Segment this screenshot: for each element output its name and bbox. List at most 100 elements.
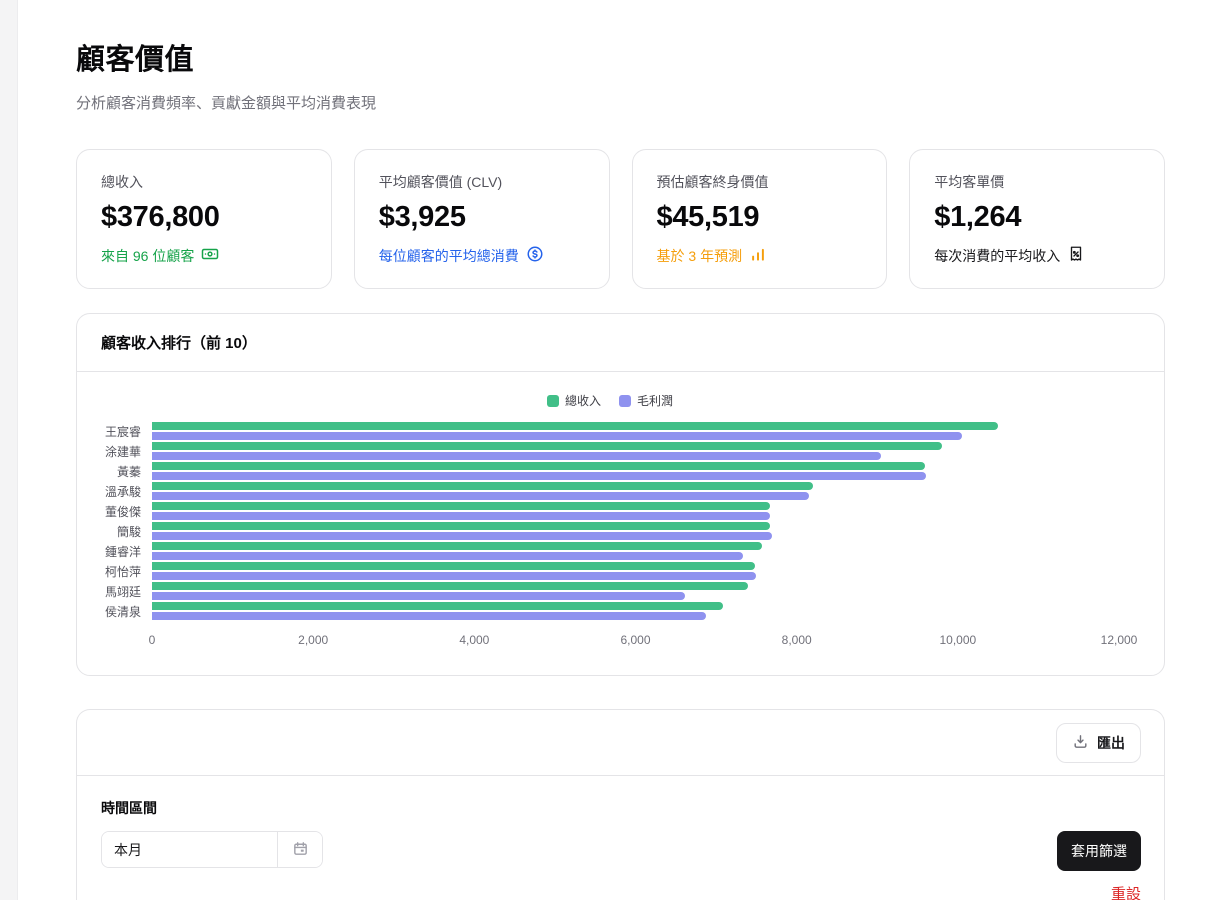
- export-button[interactable]: 匯出: [1056, 722, 1141, 763]
- dollar-circle-icon: [526, 245, 544, 266]
- category-label: 侯清泉: [104, 604, 141, 619]
- left-edge-strip: [0, 0, 18, 900]
- filter-row: 套用篩選 重設: [101, 831, 1141, 900]
- calendar-icon: [292, 840, 309, 860]
- legend-item: 總收入: [546, 392, 601, 409]
- stat-value: $1,264: [934, 201, 1022, 233]
- bar: [152, 572, 756, 580]
- apply-filters-button[interactable]: 套用篩選: [1057, 831, 1141, 871]
- bar: [152, 522, 771, 530]
- bar-group: [152, 462, 1119, 480]
- bar: [152, 612, 706, 620]
- stat-label: 總收入: [101, 174, 143, 190]
- stat-subtext: 基於 3 年預測: [657, 245, 863, 266]
- bar-group: [152, 602, 1119, 620]
- stat-subtext-label: 每位顧客的平均總消費: [378, 247, 519, 264]
- x-axis-ticks: 0 2,000 4,000 6,000 8,000 10,000 12,000: [149, 633, 1138, 649]
- page-subtitle: 分析顧客消費頻率、貢獻金額與平均消費表現: [76, 95, 377, 112]
- category-label: 溫承駿: [104, 484, 141, 499]
- chart-row: 溫承駿: [101, 481, 1119, 501]
- chart-row: 鍾睿洋: [101, 541, 1119, 561]
- x-axis-tick-label: 8,000: [781, 633, 812, 647]
- download-icon: [1072, 733, 1089, 753]
- legend-item: 毛利潤: [619, 392, 673, 409]
- category-label: 鍾睿洋: [104, 544, 141, 559]
- bar: [152, 452, 882, 460]
- chart-rows: 王宸睿涂建華黃蓁溫承駿董俊傑簡駿鍾睿洋柯怡萍馬翊廷侯清泉: [101, 421, 1119, 621]
- stat-label: 平均顧客價值 (CLV): [378, 174, 503, 190]
- category-label: 董俊傑: [104, 504, 141, 519]
- bar: [152, 582, 749, 590]
- legend-swatch: [546, 394, 559, 407]
- category-label: 簡駿: [116, 524, 141, 539]
- chart-row: 王宸睿: [101, 421, 1119, 441]
- x-axis-tick-label: 4,000: [459, 633, 490, 647]
- x-axis-tick-label: 6,000: [620, 633, 651, 647]
- category-label: 黃蓁: [116, 464, 141, 479]
- bar: [152, 532, 772, 540]
- export-button-label: 匯出: [1097, 734, 1125, 751]
- bar: [152, 422, 999, 430]
- legend-label: 總收入: [564, 394, 601, 408]
- bar: [152, 602, 724, 610]
- stat-label: 平均客單價: [934, 174, 1005, 190]
- calendar-picker-button[interactable]: [277, 832, 322, 867]
- bar-group: [152, 442, 1119, 460]
- bar-group: [152, 502, 1119, 520]
- chart-x-axis: 0 2,000 4,000 6,000 8,000 10,000 12,000: [101, 633, 1138, 649]
- chart-row: 柯怡萍: [101, 561, 1119, 581]
- bar-group: [152, 522, 1119, 540]
- bar: [152, 432, 962, 440]
- chart-card-header: 顧客收入排行（前 10）: [77, 314, 1164, 372]
- date-range-input[interactable]: [102, 832, 277, 867]
- receipt-percent-icon: [1067, 245, 1085, 266]
- time-range-label: 時間區間: [101, 800, 157, 816]
- date-range-input-group: [101, 831, 323, 868]
- stat-subtext: 每次消費的平均收入: [934, 245, 1140, 266]
- category-label: 柯怡萍: [104, 564, 141, 579]
- stat-value: $3,925: [378, 201, 466, 233]
- page-title: 顧客價值: [76, 44, 195, 76]
- stat-card-clv: 平均顧客價值 (CLV) $3,925 每位顧客的平均總消費: [353, 149, 610, 289]
- x-axis-tick-label: 2,000: [298, 633, 329, 647]
- category-label: 涂建華: [104, 444, 141, 459]
- filter-card: 匯出 時間區間 套用篩選 重設: [76, 709, 1165, 900]
- chart-row: 董俊傑: [101, 501, 1119, 521]
- chart-card: 顧客收入排行（前 10） 總收入 毛利潤 王宸睿涂建華黃蓁溫承駿董俊傑簡駿鍾睿洋柯…: [76, 313, 1165, 676]
- bar: [152, 492, 809, 500]
- category-label: 王宸睿: [104, 424, 141, 439]
- chart-title: 顧客收入排行（前 10）: [101, 335, 257, 352]
- bar-group: [152, 562, 1119, 580]
- stat-card-avg-order-value: 平均客單價 $1,264 每次消費的平均收入: [909, 149, 1165, 289]
- chart-row: 馬翊廷: [101, 581, 1119, 601]
- chart-row: 侯清泉: [101, 601, 1119, 621]
- bar: [152, 542, 763, 550]
- reset-link[interactable]: 重設: [1110, 886, 1141, 900]
- bar-group: [152, 482, 1119, 500]
- stat-subtext: 來自 96 位顧客: [101, 245, 307, 266]
- main-content: 顧客價值 分析顧客消費頻率、貢獻金額與平均消費表現 總收入 $376,800 來…: [76, 0, 1165, 900]
- x-axis-tick-label: 10,000: [939, 633, 977, 647]
- filter-toolbar: 匯出: [77, 710, 1164, 776]
- legend-swatch: [619, 394, 631, 407]
- bar: [152, 502, 771, 510]
- bar: [152, 552, 743, 560]
- x-axis-tick-label: 12,000: [1100, 633, 1138, 647]
- stat-cards-row: 總收入 $376,800 來自 96 位顧客 平均顧客價值 (CLV) $3,9…: [76, 149, 1165, 289]
- banknote-icon: [201, 245, 219, 266]
- chart-legend: 總收入 毛利潤: [101, 392, 1119, 409]
- stat-value: $45,519: [656, 201, 760, 233]
- stat-label: 預估顧客終身價值: [656, 174, 769, 190]
- stat-subtext-label: 基於 3 年預測: [656, 247, 743, 264]
- stat-subtext-label: 每次消費的平均收入: [934, 247, 1061, 264]
- stat-subtext-label: 來自 96 位顧客: [101, 247, 195, 264]
- bar-chart-icon: [749, 245, 767, 266]
- chart-row: 簡駿: [101, 521, 1119, 541]
- bar: [152, 462, 925, 470]
- category-label: 馬翊廷: [104, 584, 141, 599]
- stat-value: $376,800: [101, 201, 220, 233]
- bar-group: [152, 542, 1119, 560]
- chart-row: 黃蓁: [101, 461, 1119, 481]
- bar: [152, 562, 755, 570]
- customer-revenue-bar-chart: 總收入 毛利潤 王宸睿 涂建華 黃蓁 溫承駿 董俊傑 簡駿 鍾睿洋 柯怡萍 馬翊廷 侯清泉 0 2,0…: [77, 392, 1164, 675]
